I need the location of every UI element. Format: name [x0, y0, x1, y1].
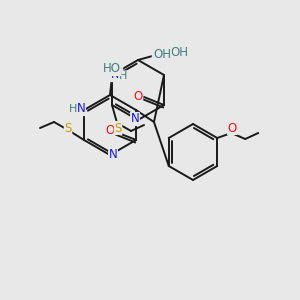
- Text: H: H: [160, 49, 168, 59]
- Text: OH: OH: [170, 46, 188, 59]
- Text: S: S: [114, 122, 122, 134]
- Text: O: O: [152, 49, 162, 62]
- Text: N: N: [111, 68, 119, 82]
- Text: O: O: [134, 91, 142, 103]
- Text: H: H: [69, 104, 77, 114]
- Text: N: N: [76, 103, 85, 116]
- Text: O: O: [228, 122, 237, 134]
- Text: H: H: [119, 71, 127, 81]
- Text: O: O: [105, 124, 115, 137]
- Text: HO: HO: [105, 65, 123, 75]
- Text: N: N: [130, 112, 140, 125]
- Text: OH: OH: [153, 49, 171, 62]
- Text: S: S: [64, 122, 72, 136]
- Text: HO: HO: [103, 62, 121, 76]
- Text: N: N: [109, 148, 117, 161]
